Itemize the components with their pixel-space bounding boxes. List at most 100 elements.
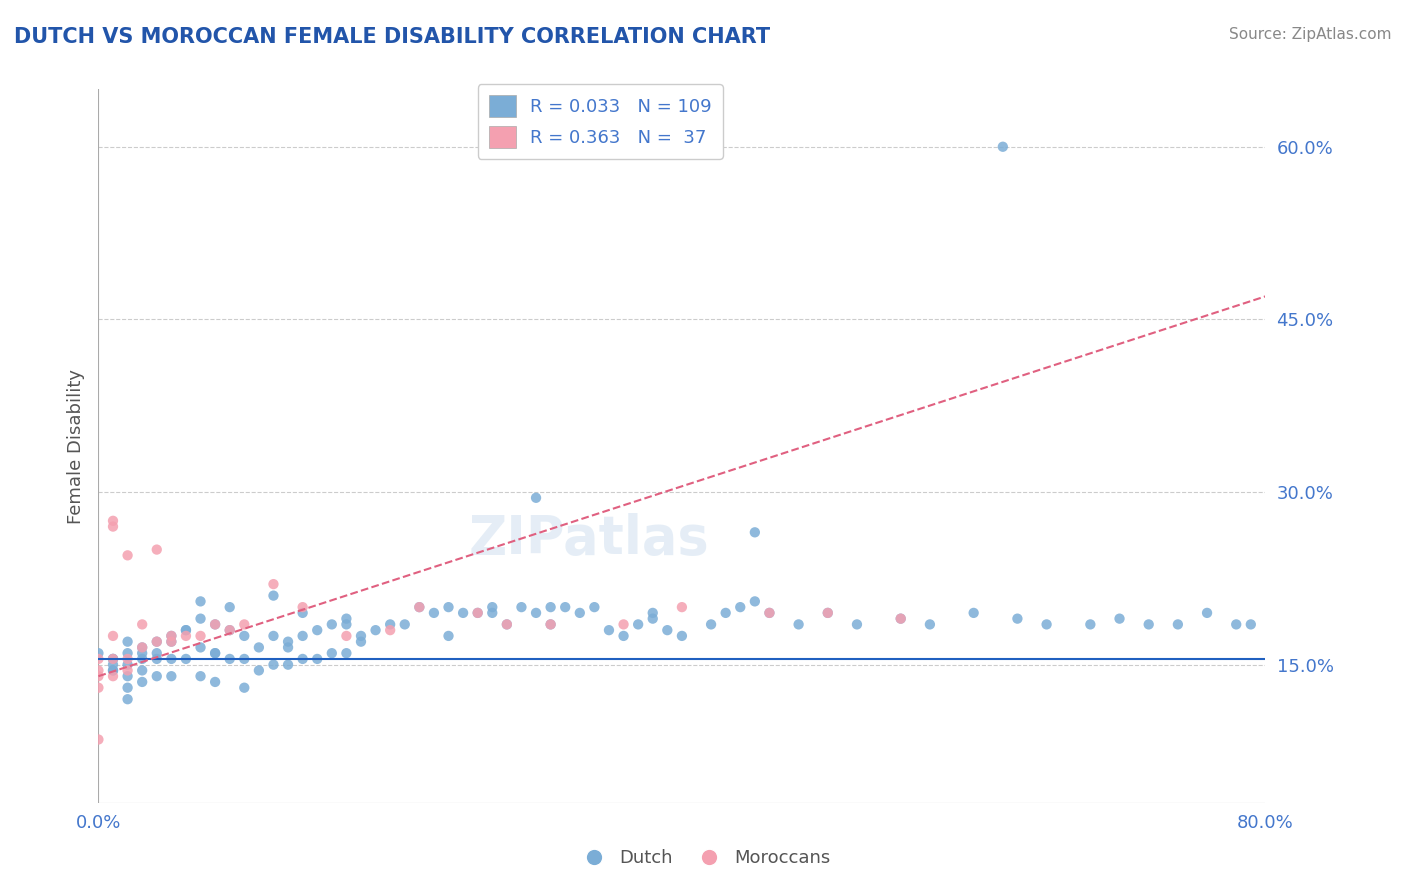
- Point: [335, 612, 357, 626]
- Point: [131, 652, 153, 666]
- Point: [1080, 617, 1102, 632]
- Point: [962, 606, 984, 620]
- Point: [817, 606, 839, 620]
- Text: DUTCH VS MOROCCAN FEMALE DISABILITY CORRELATION CHART: DUTCH VS MOROCCAN FEMALE DISABILITY CORR…: [14, 27, 770, 46]
- Point: [101, 629, 124, 643]
- Point: [101, 664, 124, 678]
- Point: [117, 549, 139, 563]
- Point: [117, 634, 139, 648]
- Point: [262, 589, 284, 603]
- Point: [524, 606, 547, 620]
- Point: [496, 617, 519, 632]
- Point: [714, 606, 737, 620]
- Point: [291, 652, 314, 666]
- Point: [146, 646, 169, 660]
- Point: [496, 617, 519, 632]
- Point: [117, 646, 139, 660]
- Point: [174, 623, 197, 637]
- Point: [233, 629, 256, 643]
- Point: [291, 606, 314, 620]
- Point: [146, 669, 169, 683]
- Point: [540, 617, 562, 632]
- Point: [481, 606, 503, 620]
- Point: [190, 594, 212, 608]
- Point: [437, 600, 460, 615]
- Point: [117, 652, 139, 666]
- Point: [204, 675, 226, 690]
- Point: [510, 600, 533, 615]
- Point: [758, 606, 780, 620]
- Point: [671, 600, 693, 615]
- Point: [758, 606, 780, 620]
- Point: [1137, 617, 1160, 632]
- Point: [131, 617, 153, 632]
- Point: [350, 634, 373, 648]
- Point: [233, 681, 256, 695]
- Legend: Dutch, Moroccans: Dutch, Moroccans: [568, 842, 838, 874]
- Point: [190, 629, 212, 643]
- Point: [117, 664, 139, 678]
- Point: [467, 606, 489, 620]
- Point: [160, 634, 183, 648]
- Point: [131, 664, 153, 678]
- Point: [190, 612, 212, 626]
- Point: [174, 623, 197, 637]
- Point: [335, 617, 357, 632]
- Point: [1007, 612, 1029, 626]
- Point: [262, 629, 284, 643]
- Point: [101, 652, 124, 666]
- Point: [335, 646, 357, 660]
- Point: [233, 617, 256, 632]
- Point: [307, 652, 329, 666]
- Point: [87, 669, 110, 683]
- Point: [131, 646, 153, 660]
- Point: [890, 612, 912, 626]
- Point: [846, 617, 869, 632]
- Point: [744, 525, 766, 540]
- Point: [890, 612, 912, 626]
- Point: [467, 606, 489, 620]
- Point: [160, 652, 183, 666]
- Point: [101, 652, 124, 666]
- Point: [174, 629, 197, 643]
- Point: [204, 646, 226, 660]
- Point: [218, 623, 240, 637]
- Point: [101, 514, 124, 528]
- Point: [307, 623, 329, 637]
- Point: [131, 640, 153, 655]
- Point: [554, 600, 576, 615]
- Point: [540, 600, 562, 615]
- Point: [218, 600, 240, 615]
- Point: [291, 600, 314, 615]
- Point: [247, 664, 270, 678]
- Point: [730, 600, 752, 615]
- Point: [277, 634, 299, 648]
- Point: [380, 617, 402, 632]
- Point: [131, 675, 153, 690]
- Point: [321, 617, 343, 632]
- Point: [380, 623, 402, 637]
- Point: [700, 617, 723, 632]
- Point: [204, 617, 226, 632]
- Point: [394, 617, 416, 632]
- Point: [117, 657, 139, 672]
- Point: [87, 732, 110, 747]
- Legend: R = 0.033   N = 109, R = 0.363   N =  37: R = 0.033 N = 109, R = 0.363 N = 37: [478, 84, 723, 159]
- Point: [204, 617, 226, 632]
- Point: [437, 629, 460, 643]
- Point: [1108, 612, 1130, 626]
- Point: [117, 681, 139, 695]
- Point: [641, 606, 664, 620]
- Point: [262, 577, 284, 591]
- Point: [277, 640, 299, 655]
- Point: [131, 640, 153, 655]
- Point: [1225, 617, 1247, 632]
- Point: [146, 652, 169, 666]
- Point: [1240, 617, 1263, 632]
- Point: [101, 657, 124, 672]
- Point: [160, 634, 183, 648]
- Point: [87, 681, 110, 695]
- Point: [190, 640, 212, 655]
- Point: [918, 617, 941, 632]
- Point: [101, 652, 124, 666]
